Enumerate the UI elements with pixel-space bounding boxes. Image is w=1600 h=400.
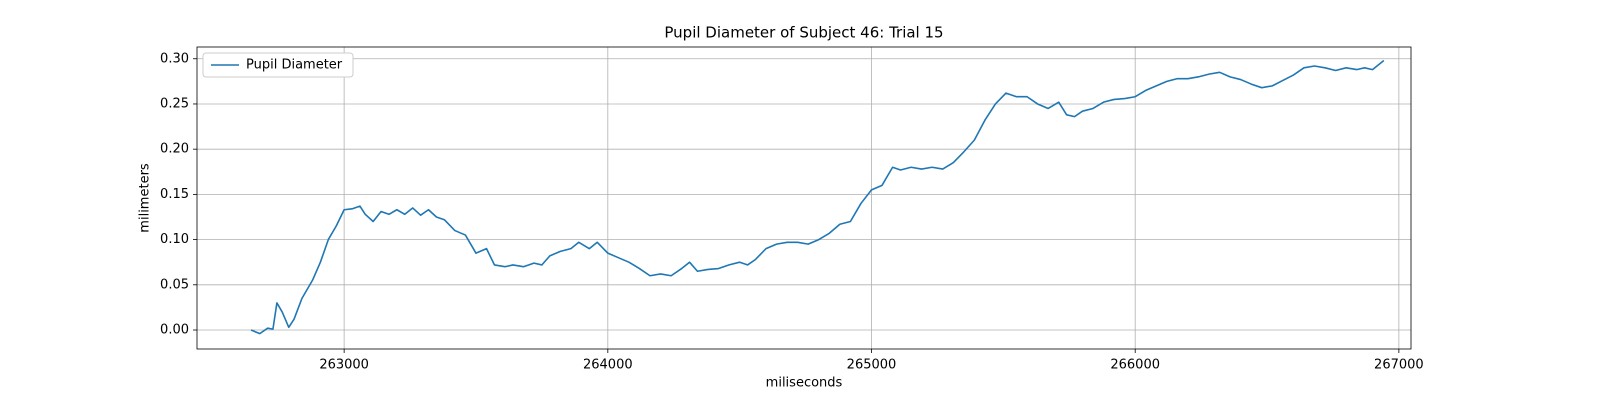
y-tick-label: 0.30 [160,51,189,66]
y-tick-label: 0.20 [160,142,189,157]
legend-label: Pupil Diameter [246,58,343,73]
legend-box [202,52,354,78]
plot-frame [196,46,1412,350]
x-tick-label: 263000 [319,358,369,373]
y-tick-label: 0.15 [160,187,189,202]
x-tick-label: 267000 [1374,358,1424,373]
y-axis-label: milimeters [138,163,153,233]
x-tick-label: 264000 [583,358,633,373]
y-tick-label: 0.10 [160,232,189,247]
x-axis-label: miliseconds [766,376,843,391]
y-tick-label: 0.00 [160,323,189,338]
y-tick-label: 0.25 [160,96,189,111]
chart-title: Pupil Diameter of Subject 46: Trial 15 [664,24,943,42]
data-line [250,59,1385,335]
x-tick-label: 265000 [847,358,897,373]
x-tick-label: 266000 [1110,358,1160,373]
y-tick-label: 0.05 [160,277,189,292]
